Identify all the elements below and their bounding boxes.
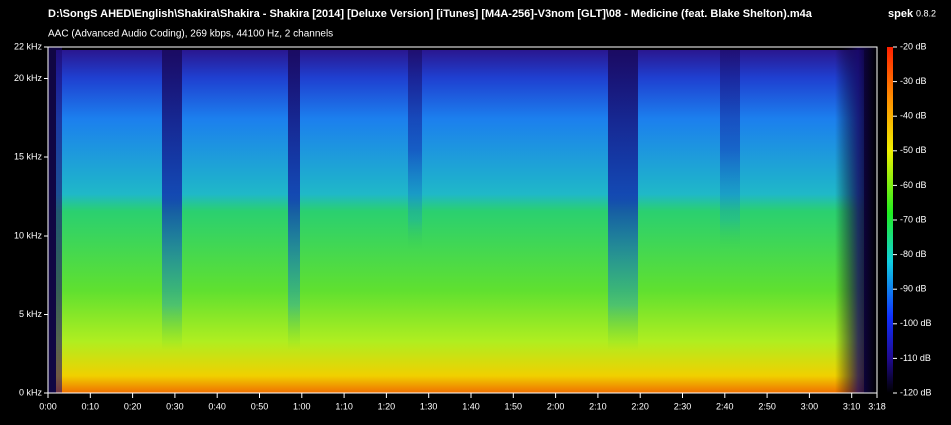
- file-path: D:\SongS AHED\English\Shakira\Shakira - …: [48, 8, 813, 20]
- spectrum-edge: [48, 47, 62, 393]
- y-tick-label: 22 kHz: [14, 41, 43, 51]
- app-name: spek: [888, 8, 914, 20]
- x-tick-label: 2:30: [674, 401, 692, 411]
- x-tick-label: 1:40: [462, 401, 480, 411]
- scale-label: -40 dB: [900, 111, 927, 121]
- x-tick-label: 1:20: [378, 401, 396, 411]
- x-tick-label: 1:30: [420, 401, 438, 411]
- app-version: 0.8.2: [916, 8, 936, 18]
- x-tick-label: 2:00: [547, 401, 565, 411]
- spectrum-gap: [608, 50, 638, 350]
- x-tick-label: 3:00: [801, 401, 819, 411]
- color-bar: [887, 47, 893, 393]
- x-tick-label: 3:18: [868, 401, 886, 411]
- x-tick-label: 0:30: [166, 401, 184, 411]
- scale-label: -50 dB: [900, 145, 927, 155]
- y-tick-label: 20 kHz: [14, 73, 43, 83]
- x-tick-label: 2:40: [716, 401, 734, 411]
- file-info: AAC (Advanced Audio Coding), 269 kbps, 4…: [48, 29, 333, 40]
- x-tick-label: 1:00: [293, 401, 311, 411]
- scale-label: -20 dB: [900, 41, 927, 51]
- spectrum-gap: [162, 50, 182, 350]
- scale-label: -110 dB: [900, 353, 931, 363]
- x-tick-label: 0:50: [251, 401, 269, 411]
- scale-label: -70 dB: [900, 214, 927, 224]
- x-tick-label: 2:10: [589, 401, 607, 411]
- scale-label: -60 dB: [900, 180, 927, 190]
- scale-label: -80 dB: [900, 249, 927, 259]
- spectrum-fade: [835, 47, 877, 393]
- x-tick-label: 2:20: [631, 401, 649, 411]
- scale-label: -120 dB: [900, 387, 932, 397]
- x-tick-label: 2:50: [758, 401, 776, 411]
- spectrum-gap: [288, 50, 300, 350]
- scale-label: -90 dB: [900, 284, 927, 294]
- plot-border: [47, 46, 878, 394]
- spectrum-gap: [408, 50, 422, 250]
- x-tick-label: 1:50: [505, 401, 523, 411]
- spectrum-gap: [720, 50, 740, 250]
- scale-label: -100 dB: [900, 318, 932, 328]
- x-tick-label: 3:10: [843, 401, 861, 411]
- x-tick-label: 1:10: [335, 401, 353, 411]
- x-tick-label: 0:40: [208, 401, 226, 411]
- y-tick-label: 5 kHz: [19, 309, 43, 319]
- x-tick-label: 0:10: [82, 401, 100, 411]
- y-tick-label: 0 kHz: [19, 387, 43, 397]
- y-tick-label: 10 kHz: [14, 230, 43, 240]
- x-tick-label: 0:20: [124, 401, 142, 411]
- y-tick-label: 15 kHz: [14, 151, 43, 161]
- spectrogram: [47, 46, 878, 394]
- scale-label: -30 dB: [900, 76, 927, 86]
- x-tick-label: 0:00: [39, 401, 57, 411]
